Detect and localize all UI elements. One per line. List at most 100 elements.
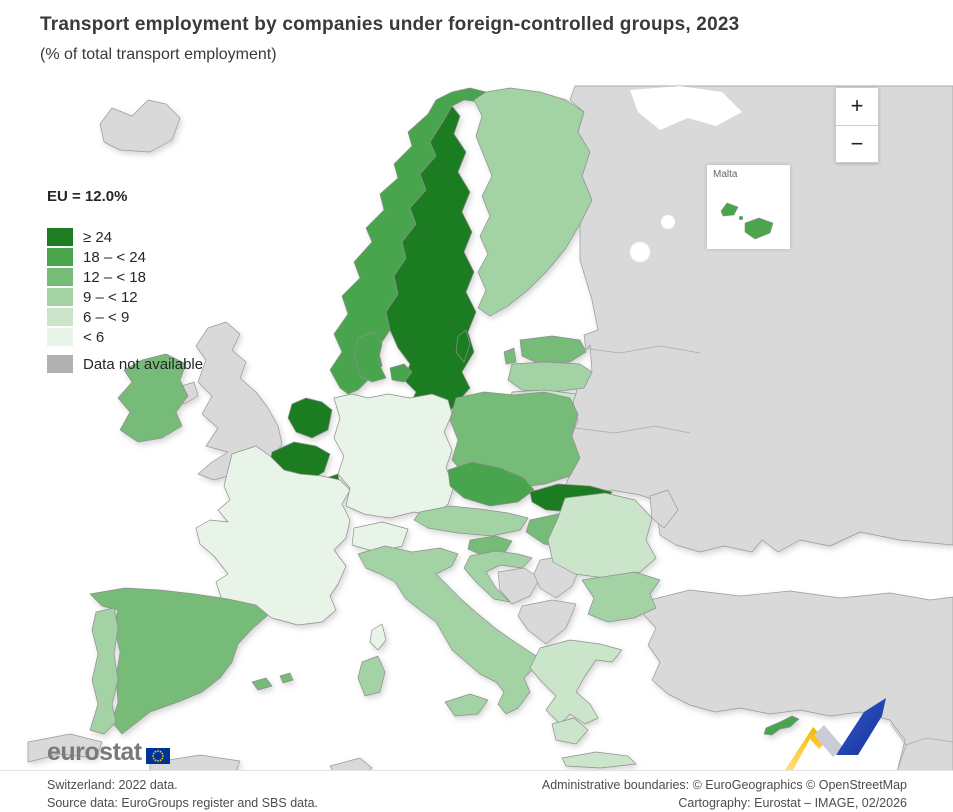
legend-swatch (47, 268, 73, 286)
lake (630, 242, 650, 262)
white-sea (630, 86, 742, 130)
country-austria[interactable] (413, 505, 529, 537)
flag-star (161, 754, 164, 757)
islands-balearics[interactable] (279, 672, 294, 684)
country-bulgaria[interactable] (581, 571, 661, 623)
legend-swatch (47, 328, 73, 346)
legend-swatch (47, 355, 73, 373)
country-estonia[interactable] (519, 335, 587, 365)
page-title: Transport employment by companies under … (40, 14, 740, 35)
flag-star (161, 752, 163, 754)
region-albania-macedonia[interactable] (517, 599, 577, 645)
country-moldova[interactable] (649, 489, 679, 529)
region-russia-belarus-ukraine (559, 85, 953, 553)
footnote-line: Administrative boundaries: © EuroGeograp… (541, 778, 907, 792)
legend-row: ≥ 24 (47, 227, 203, 247)
region-north-africa (27, 733, 103, 763)
island-sicily[interactable] (444, 693, 489, 717)
flag-star (152, 752, 155, 754)
legend-label: Data not available (83, 355, 204, 373)
footnotes-left: Switzerland: 2022 data. Source data: Euro… (47, 776, 318, 812)
legend-label: 18 – < 24 (83, 248, 146, 266)
country-spain[interactable] (89, 587, 269, 735)
island-crete[interactable] (561, 751, 637, 769)
flag-star (151, 754, 154, 757)
flag-star (159, 758, 162, 761)
country-portugal[interactable] (89, 607, 119, 735)
legend-swatch (47, 288, 73, 306)
country-croatia[interactable] (463, 550, 533, 603)
legend: EU = 12.0% ≥ 24 18 – < 24 12 – < 18 9 – < 1… (47, 188, 203, 374)
flag-star (154, 750, 157, 753)
country-germany[interactable] (333, 393, 455, 519)
country-latvia[interactable] (507, 361, 593, 393)
legend-classes: ≥ 24 18 – < 24 12 – < 18 9 – < 12 6 – < 9 < 6… (47, 227, 203, 374)
legend-row-no-data: Data not available (47, 354, 203, 374)
flag-star (154, 758, 157, 761)
footnote-line: Cartography: Eurostat – IMAGE, 02/2026 (678, 796, 907, 810)
legend-row: 12 – < 18 (47, 267, 203, 287)
country-bosnia[interactable] (497, 567, 541, 605)
flag-star (152, 757, 155, 759)
island-gotland[interactable] (455, 329, 471, 363)
country-czechia[interactable] (447, 461, 535, 507)
page-subtitle: (% of total transport employment) (40, 46, 277, 63)
border-line (890, 723, 907, 746)
country-ireland[interactable] (117, 353, 189, 443)
country-switzerland[interactable] (351, 521, 409, 553)
footnotes-right: Administrative boundaries: © EuroGeograp… (542, 776, 907, 812)
country-iceland[interactable] (99, 99, 181, 153)
malta-inset-label: Malta (713, 169, 738, 180)
country-romania[interactable] (547, 492, 657, 579)
island-comino[interactable] (739, 216, 743, 220)
country-greece[interactable] (529, 639, 623, 725)
estonian-islands[interactable] (503, 347, 517, 365)
footnote-line: Source data: EuroGroups register and SBS… (47, 796, 318, 810)
legend-swatch (47, 308, 73, 326)
legend-swatch (47, 228, 73, 246)
eu-flag-icon (145, 747, 170, 764)
zoom-out-button[interactable]: − (835, 125, 879, 163)
legend-label: ≥ 24 (83, 228, 113, 246)
region-turkey (641, 589, 953, 772)
legend-label: 9 – < 12 (83, 288, 138, 306)
legend-label: 12 – < 18 (83, 268, 146, 286)
country-finland[interactable] (473, 87, 593, 317)
danish-islands[interactable] (389, 363, 413, 383)
country-italy[interactable] (357, 545, 563, 715)
country-cyprus[interactable] (763, 715, 800, 736)
zoom-controls: + − (835, 87, 879, 163)
eurostat-logo: eurostat (47, 740, 170, 765)
border-line (574, 425, 691, 434)
islands-balearics[interactable] (251, 677, 273, 691)
flag-star (156, 749, 159, 752)
legend-swatch (47, 248, 73, 266)
island-gozo[interactable] (720, 202, 739, 217)
malta-inset-map[interactable] (707, 165, 790, 249)
flag-star (159, 750, 162, 753)
island-corsica[interactable] (369, 623, 387, 651)
legend-row: 18 – < 24 (47, 247, 203, 267)
legend-label: < 6 (83, 328, 105, 346)
watermark-silver-chevron (814, 725, 843, 757)
zoom-in-button[interactable]: + (835, 87, 879, 125)
island-sardinia[interactable] (357, 655, 386, 697)
europe-choropleth-map[interactable] (0, 82, 953, 772)
legend-label: 6 – < 9 (83, 308, 130, 326)
malta-inset: Malta (707, 165, 790, 249)
island-malta[interactable] (744, 217, 774, 240)
country-france[interactable] (195, 445, 351, 626)
lake (661, 215, 675, 229)
country-netherlands[interactable] (287, 397, 333, 439)
country-denmark[interactable] (353, 331, 387, 383)
eu-average-value: EU = 12.0% (47, 188, 128, 205)
watermark-blue-chevron (836, 698, 886, 755)
legend-row: 6 – < 9 (47, 307, 203, 327)
footnote-line: Switzerland: 2022 data. (47, 778, 178, 792)
flag-star (156, 759, 159, 762)
image-watermark (785, 698, 886, 770)
border-line (581, 345, 701, 354)
region-peloponnese[interactable] (551, 717, 589, 745)
flag-star (161, 757, 163, 759)
